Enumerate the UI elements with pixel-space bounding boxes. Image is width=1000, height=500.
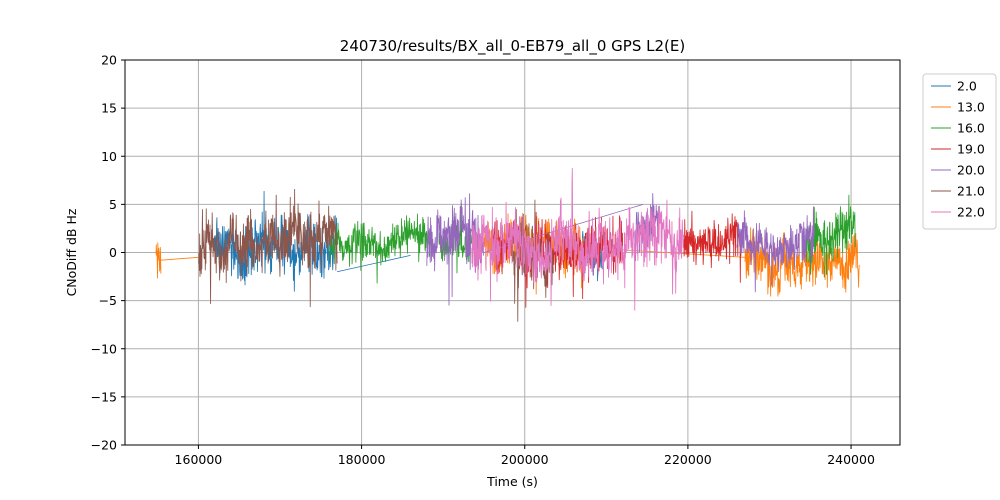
y-tick-label: −20 bbox=[91, 438, 117, 453]
ticks: 160000 180000 200000 220000 240000 −20 −15 −10 −… bbox=[91, 53, 875, 468]
legend-label-19.0: 19.0 bbox=[957, 142, 985, 157]
series-19.0-trace bbox=[683, 210, 742, 283]
series-13.0-bridge bbox=[160, 256, 199, 261]
series-21.0-trace bbox=[198, 188, 338, 308]
y-axis-label: CNoDiff dB Hz bbox=[64, 208, 79, 296]
legend-label-13.0: 13.0 bbox=[957, 100, 985, 115]
legend-label-20.0: 20.0 bbox=[957, 163, 985, 178]
series-22.0 bbox=[471, 167, 685, 311]
x-tick-label: 200000 bbox=[501, 452, 549, 467]
legend-box bbox=[922, 73, 997, 230]
y-tick-label: −10 bbox=[91, 341, 117, 356]
x-tick-label: 240000 bbox=[827, 452, 875, 467]
series-22.0-trace bbox=[471, 167, 685, 311]
series-13.0-trace bbox=[744, 227, 860, 297]
legend-label-22.0: 22.0 bbox=[957, 205, 985, 220]
chart-title: 240730/results/BX_all_0-EB79_all_0 GPS L… bbox=[340, 37, 685, 56]
series-16.0-trace bbox=[328, 213, 432, 284]
series-2.0-trace bbox=[214, 190, 338, 292]
x-axis-label: Time (s) bbox=[486, 474, 538, 489]
y-tick-label: −15 bbox=[91, 389, 117, 404]
y-tick-label: 5 bbox=[109, 197, 117, 212]
legend-label-16.0: 16.0 bbox=[957, 121, 985, 136]
series-13.0-trace bbox=[155, 242, 162, 279]
series-20.0-trace bbox=[736, 206, 815, 293]
x-tick-label: 180000 bbox=[338, 452, 386, 467]
y-tick-label: −5 bbox=[99, 293, 117, 308]
y-tick-label: 10 bbox=[101, 149, 117, 164]
x-tick-label: 220000 bbox=[664, 452, 712, 467]
series-16.0-trace bbox=[805, 194, 856, 278]
series-layer bbox=[155, 167, 860, 322]
y-tick-label: 0 bbox=[109, 245, 117, 260]
series-2.0-bridge bbox=[337, 254, 411, 273]
legend-label-2.0: 2.0 bbox=[957, 79, 977, 94]
x-tick-label: 160000 bbox=[175, 452, 223, 467]
legend-label-21.0: 21.0 bbox=[957, 184, 985, 199]
legend: 2.0 13.0 16.0 19.0 20.0 21.0 22.0 bbox=[922, 73, 997, 230]
y-tick-label: 15 bbox=[101, 101, 117, 116]
y-tick-label: 20 bbox=[101, 53, 117, 68]
